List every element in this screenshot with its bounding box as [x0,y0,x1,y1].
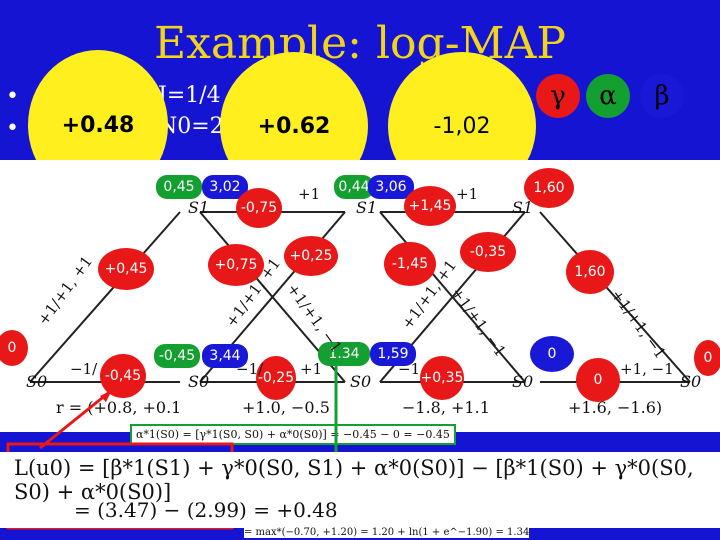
legend-beta: β [640,74,684,118]
edge-label-bottom-2: −1/ [236,360,264,378]
gamma-value-10: -0,25 [256,356,296,400]
received-value-1: +1.0, −0.5 [242,398,330,417]
alpha-value-3: 1.34 [318,342,370,366]
state-s1-t1: S1 [188,198,210,217]
state-s0-t2: S0 [350,372,372,391]
bullet-marker-1: • [6,84,19,109]
beta-value-4: 1,59 [370,342,416,366]
alpha-value-4: -0,45 [154,344,200,368]
edge-label-bottom-3: +1 [300,360,323,378]
edge-label-top-2: +1 [456,185,479,203]
llr-formula-line-2: = (3.47) − (2.99) = +0.48 [74,498,338,522]
beta-value-2: 3,06 [368,175,414,199]
state-s0-t0: S0 [26,372,48,391]
formula-panel [0,452,720,528]
edge-label-top-1: +1 [298,185,321,203]
gamma-value-13: 0 [576,358,620,402]
bullet-marker-2: • [6,116,19,141]
gamma-value-1: -0,75 [236,188,282,228]
gamma-value-6: -1,45 [384,242,436,286]
alpha-mini-formula-2: = max*(−0.70, +1.20) = 1.20 + ln(1 + e^−… [244,527,530,538]
gamma-value-7: -0,35 [460,232,516,272]
beta-value-3: 3,44 [202,344,248,368]
received-value-3: +1.6, −1.6) [568,398,663,417]
bullet-text-1: J=1/4 [158,83,221,108]
edge-label-bottom-1: −1/ [70,360,98,378]
gamma-value-8: 1,60 [524,168,574,208]
alpha-mini-formula: α*1(S0) = [γ*1(S0, S0) + α*0(S0)] = −0.4… [130,424,456,445]
gamma-value-9: -0,45 [100,354,146,398]
legend-gamma: γ [536,74,580,118]
state-s0-t4: S0 [680,372,702,391]
legend-alpha: α [586,74,630,118]
state-s0-t1: S0 [188,372,210,391]
gamma-value-4: +0,75 [208,244,264,286]
bullet-text-2: N0=2/ [158,114,232,139]
gamma-value-11: +0,35 [420,356,464,400]
start-label: 0 [0,330,28,366]
alpha-value-1: 0,45 [156,175,202,199]
alpha-value-2: 0,44 [334,175,374,199]
llr-formula-line-1: L(u0) = [β*1(S1) + γ*0(S0, S1) + α*0(S0)… [14,456,694,504]
state-s1-t2: S1 [356,198,378,217]
gamma-value-5: +0,25 [284,236,338,276]
gamma-value-14: 0 [694,340,720,376]
beta-value-5: 0 [530,336,574,372]
edge-label-bottom-5: +1, −1 [620,360,674,378]
state-s0-t3: S0 [512,372,534,391]
edge-label-bottom-4: −1 [398,360,421,378]
state-s1-t3: S1 [512,198,534,217]
received-value-2: −1.8, +1.1 [402,398,490,417]
gamma-value-3: +0,45 [98,248,154,290]
gamma-value-2: +1,45 [404,186,456,226]
gamma-value-12: 1,60 [566,250,614,294]
received-prefix: r = (+0.8, +0.1 [56,398,182,417]
